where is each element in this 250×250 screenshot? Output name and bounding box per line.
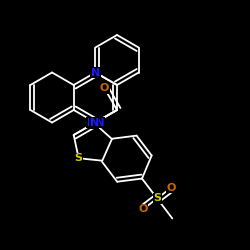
Text: N: N <box>90 118 99 128</box>
Text: HN: HN <box>86 118 104 128</box>
Text: O: O <box>100 83 109 93</box>
Text: O: O <box>166 183 176 193</box>
Text: S: S <box>153 194 161 203</box>
Text: N: N <box>91 68 100 78</box>
Text: O: O <box>138 204 148 214</box>
Text: S: S <box>75 153 83 163</box>
